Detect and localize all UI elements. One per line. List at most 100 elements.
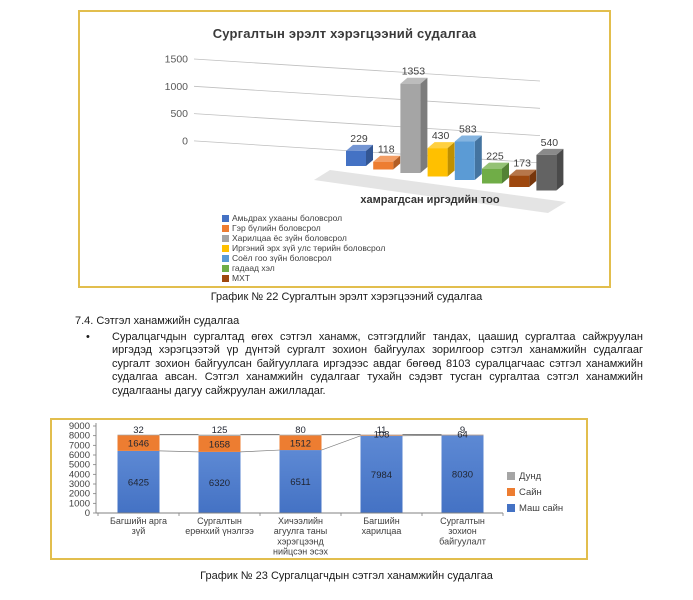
legend-item: МХТ [222, 273, 385, 283]
legend-label: гадаад хэл [232, 263, 275, 273]
bar-series-1: 229 [346, 133, 373, 166]
gridline-1500 [193, 58, 541, 82]
bar-top-face [482, 162, 509, 169]
y-tick-label: 4000 [69, 469, 90, 480]
legend-label: Сайн [519, 486, 542, 498]
segment-mash-sain [360, 435, 403, 513]
y-tick-label: 9000 [69, 421, 90, 432]
value-label-dund: 125 [212, 425, 228, 436]
bar-series-6: 225 [482, 151, 509, 184]
value-label-mash-sain: 8030 [452, 470, 473, 481]
bar-front-face [509, 175, 530, 187]
segment-dund [441, 434, 484, 436]
bar-front-face [427, 148, 448, 177]
bar-side-face [474, 135, 482, 180]
bar-value-label: 229 [350, 133, 368, 145]
x-category-label: Сургалтын зохион байгуулалт [439, 516, 486, 546]
segment-dund [117, 434, 160, 436]
legend-item: Дунд [507, 468, 563, 484]
chart1-legend: Амьдрах ухааны боловсрол Гэр бүлийн болов… [222, 213, 385, 283]
body-paragraph: Суралцагчдын сургалтад өгөх сэтгэл ханам… [112, 331, 643, 397]
bar-side-face [447, 142, 455, 177]
x-category-label: Багшийн харилцаа [362, 516, 402, 536]
bar-value-label: 225 [486, 151, 504, 163]
chart1-title: Сургалтын эрэлт хэрэгцээний судалгаа [212, 26, 477, 41]
bar-top-face [346, 144, 373, 151]
legend-swatch-icon [222, 224, 229, 232]
value-label-mash-sain: 7984 [371, 470, 392, 481]
legend-item: Сайн [507, 484, 563, 500]
bar-front-face [400, 83, 421, 173]
legend-swatch-icon [507, 488, 515, 496]
legend-swatch-icon [507, 504, 515, 512]
bar-front-face [482, 168, 502, 184]
legend-item: гадаад хэл [222, 263, 385, 273]
bar-top-face [400, 77, 428, 84]
legend-item: Амьдрах ухааны боловсрол [222, 213, 385, 223]
x-category-label: Хичээлийн агуулга таны хэрэгцээнд нийцсэн э… [273, 516, 328, 557]
y-tick-label: 1500 [165, 54, 189, 66]
segment-sain [279, 435, 322, 451]
segment-mash-sain [441, 435, 484, 513]
bar-side-face [420, 77, 428, 173]
segment-mash-sain [279, 450, 322, 513]
legend-swatch-icon [222, 254, 229, 262]
bar-value-label: 583 [459, 124, 477, 136]
y-tick-label: 8000 [69, 431, 90, 442]
legend-item: Гэр бүлийн боловсрол [222, 223, 385, 233]
bar-side-face [529, 169, 537, 187]
bar-series-2: 118 [373, 144, 401, 170]
value-label-sain: 1646 [128, 438, 149, 449]
value-label-mash-sain: 6511 [290, 477, 310, 488]
legend-label: МХТ [232, 273, 250, 283]
series-line-mash-sain [159, 450, 199, 453]
chart1-plot-area: 1500 1000 500 0 229 118 1353 430 583 225 173 540 [165, 54, 566, 213]
y-tick-label: 1000 [165, 81, 189, 93]
bar-side-face [556, 148, 564, 191]
x-category-label: Багшийн арга зүй [110, 516, 167, 536]
y-tick-label: 1000 [69, 498, 90, 509]
legend-label: Маш сайн [519, 502, 564, 514]
segment-sain [198, 435, 241, 452]
chart2-legend: Дунд Сайн Маш сайн [507, 468, 563, 516]
bar-value-label: 430 [432, 130, 450, 142]
value-label-dund: 80 [295, 425, 306, 436]
floor-shadow [314, 170, 566, 213]
x-category-label: Сургалтын ерөнхий үнэлгээ [185, 516, 254, 536]
value-label-sain: 1658 [209, 439, 230, 450]
legend-swatch-icon [222, 274, 229, 282]
value-label-mash-sain: 6425 [128, 477, 149, 488]
chart1-caption: График № 22 Сургалтын эрэлт хэрэгцээний … [210, 291, 483, 303]
bar-front-face [373, 161, 394, 170]
value-label-mash-sain: 6320 [209, 478, 230, 489]
bar-front-face [454, 141, 475, 180]
legend-item: Харилцаа ёс зүйн боловсрол [222, 233, 385, 243]
section-heading: 7.4. Сэтгэл ханамжийн судалгаа [75, 315, 240, 327]
legend-swatch-icon [507, 472, 515, 480]
legend-label: Иргэний эрх зүй улс төрийн боловсрол [232, 243, 386, 253]
legend-swatch-icon [222, 244, 229, 252]
chart1-x-axis-title: хамрагдсан иргэдийн тоо [360, 194, 500, 206]
bar-value-label: 118 [378, 144, 395, 156]
legend-label: Дунд [519, 470, 542, 482]
chart2-frame: 9000 8000 7000 6000 5000 4000 3000 2000 1000 0 642… [50, 418, 588, 560]
gridline-1000 [193, 85, 541, 109]
y-tick-label: 2000 [69, 489, 90, 500]
bar-value-label: 540 [541, 137, 559, 149]
segment-mash-sain [198, 451, 241, 513]
value-label-dund: 11 [377, 425, 387, 436]
bar-front-face [536, 154, 557, 191]
segment-mash-sain [117, 450, 160, 513]
bullet-marker: • [86, 331, 90, 343]
bar-top-face [509, 169, 537, 176]
series-line-mash-sain [321, 435, 361, 451]
chart2-caption: График № 23 Сургалцагчдын сэтгэл ханамжи… [200, 570, 493, 582]
value-label-dund: 9 [460, 425, 465, 436]
legend-item: Соёл гоо зүйн боловсрол [222, 253, 385, 263]
y-tick-label: 0 [182, 135, 188, 147]
series-line-mash-sain [240, 449, 280, 453]
bar-value-label: 173 [513, 158, 531, 170]
bar-series-8: 540 [536, 137, 564, 191]
